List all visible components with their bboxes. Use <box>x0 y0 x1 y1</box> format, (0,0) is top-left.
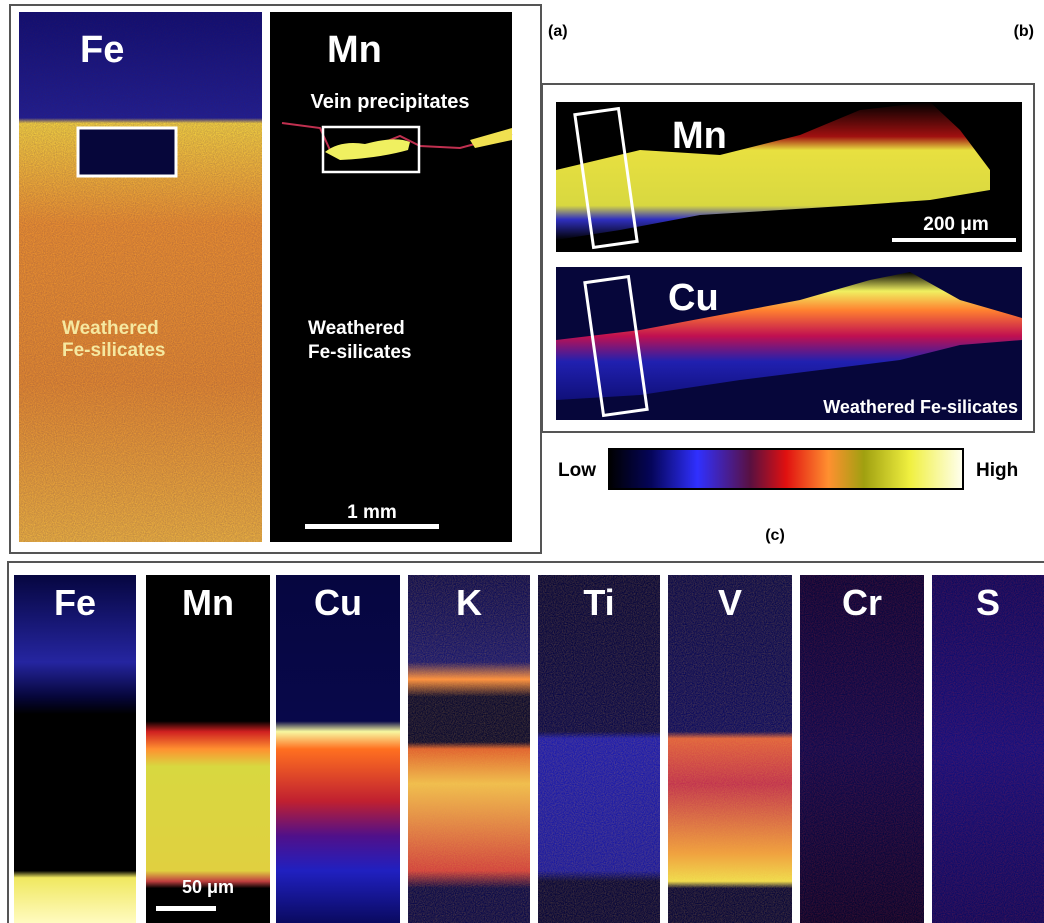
element-map <box>146 575 270 923</box>
scale-bar-label: 200 μm <box>923 214 989 235</box>
scale-bar <box>305 524 439 529</box>
element-label: Fe <box>80 29 124 71</box>
element-label: Cu <box>668 277 719 319</box>
scale-bar-label: 50 μm <box>182 877 234 897</box>
fe-map-texture <box>19 12 262 542</box>
element-label: Ti <box>583 582 614 623</box>
element-label: Mn <box>182 582 234 623</box>
map-texture <box>668 575 792 923</box>
element-maps: Fe Mn Cu K Ti V Cr S <box>14 575 1044 923</box>
scale-bar <box>892 238 1016 242</box>
map-texture <box>408 575 530 923</box>
element-label: K <box>456 582 482 623</box>
map-texture <box>932 575 1044 923</box>
element-label: Cu <box>314 582 362 623</box>
scale-bar <box>156 906 216 911</box>
panel-label: (c) <box>765 527 785 544</box>
element-label: Mn <box>672 115 727 157</box>
map-texture <box>800 575 924 923</box>
colorbar-low: Low <box>558 460 596 481</box>
colorbar-high: High <box>976 460 1018 481</box>
scale-bar-label: 1 mm <box>347 502 397 523</box>
map-texture <box>538 575 660 923</box>
annotation: Vein precipitates <box>311 91 470 113</box>
element-label: V <box>718 582 742 623</box>
element-map <box>276 575 400 923</box>
colorbar <box>609 449 963 489</box>
element-map <box>14 575 136 923</box>
panel-label: (b) <box>1014 23 1034 40</box>
element-label: S <box>976 582 1000 623</box>
figure: Fe WeatheredFe-silicates Mn Vein precipi… <box>0 0 1044 923</box>
annotation: Weathered Fe-silicates <box>823 397 1018 417</box>
element-label: Fe <box>54 582 96 623</box>
element-label: Cr <box>842 582 882 623</box>
element-label: Mn <box>327 29 382 71</box>
roi-box <box>78 128 176 176</box>
panel-label: (a) <box>548 23 568 40</box>
